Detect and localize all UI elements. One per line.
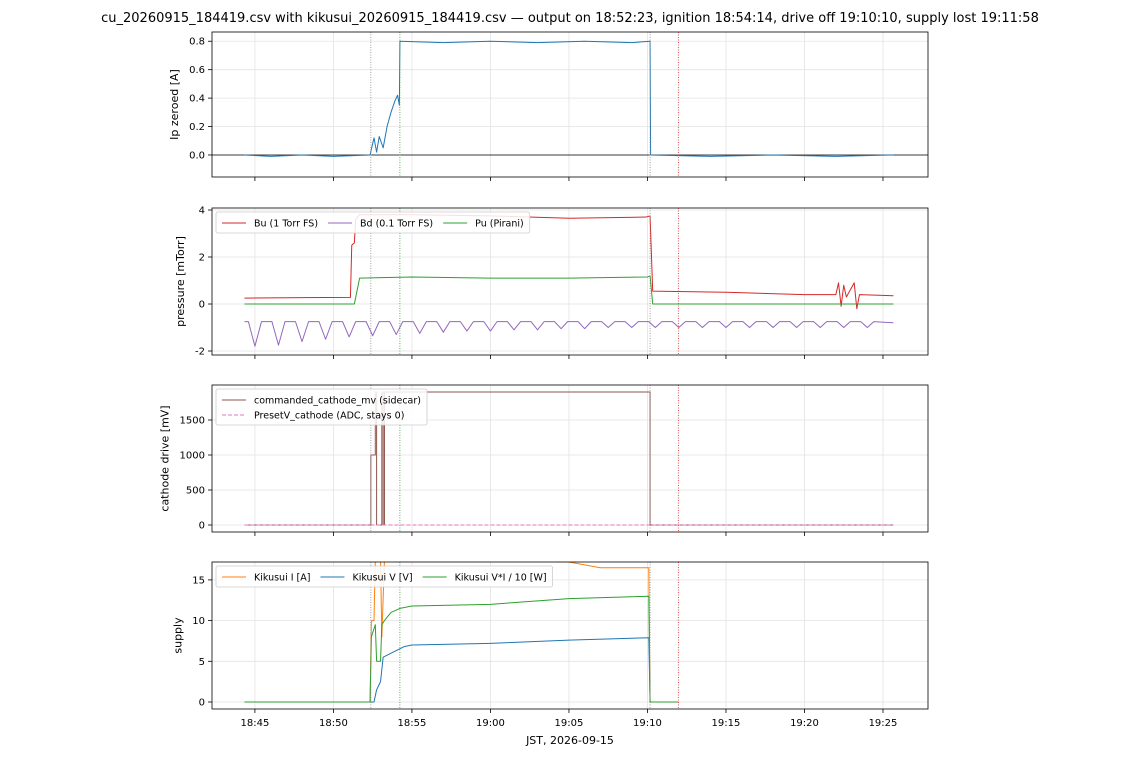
panel: 0.0 0.2 0.4 0.6 0.8 Ip zeroed [A]	[168, 31, 929, 181]
figure-title: cu_20260915_184419.csv with kikusui_2026…	[101, 11, 1039, 26]
plot-area	[244, 208, 894, 355]
y-tick-label: 0.8	[189, 37, 205, 48]
plot-area	[244, 385, 894, 532]
legend-label: Bu (1 Torr FS)	[254, 219, 318, 230]
series-line	[244, 214, 894, 310]
y-axis-label: pressure [mTorr]	[174, 236, 187, 327]
y-axis-label: cathode drive [mV]	[159, 405, 172, 511]
y-tick-label: 0.2	[189, 122, 205, 133]
legend-label: commanded_cathode_mv (sidecar)	[254, 396, 421, 407]
legend-label: Kikusui V*I / 10 [W]	[455, 573, 547, 584]
legend-label: PresetV_cathode (ADC, stays 0)	[254, 411, 404, 422]
series-line	[244, 562, 679, 703]
y-tick-label: 1000	[180, 451, 205, 462]
legend: Bu (1 Torr FS) Bd (0.1 Torr FS) Pu (Pirani…	[215, 211, 531, 234]
y-tick-label: 1500	[180, 416, 205, 427]
axes-frame	[211, 31, 929, 178]
panel: -2 0 2 4 pressure [mTorr] Bu (1 Torr FS) Bd (0…	[174, 205, 929, 359]
x-tick-label: 19:10	[633, 718, 662, 729]
legend-frame	[215, 211, 531, 234]
series-line	[244, 637, 679, 703]
axes-frame	[211, 207, 929, 356]
legend: Kikusui I [A] Kikusui V [V] Kikusui V*I / …	[215, 565, 553, 588]
x-tick-label: 19:20	[790, 718, 819, 729]
axes-frame	[211, 384, 929, 533]
y-tick-label: 0	[199, 521, 205, 532]
y-tick-label: -2	[195, 347, 205, 358]
plot-area	[244, 562, 679, 709]
series-line	[244, 321, 894, 347]
legend-label: Kikusui V [V]	[352, 573, 412, 584]
y-tick-label: 4	[199, 205, 205, 216]
panel: 18:45 18:50 18:55 19:00 19:05 19:10 19:15 19:20…	[171, 561, 929, 747]
plot-area	[212, 32, 928, 177]
y-axis-label: Ip zeroed [A]	[168, 69, 181, 140]
legend-frame	[215, 565, 553, 588]
x-axis-label: JST, 2026-09-15	[525, 734, 614, 747]
y-tick-label: 500	[186, 486, 205, 497]
legend: commanded_cathode_mv (sidecar) PresetV_ca…	[215, 388, 428, 426]
x-tick-label: 19:05	[555, 718, 584, 729]
legend-label: Bd (0.1 Torr FS)	[360, 219, 433, 230]
axes-frame	[211, 561, 929, 710]
y-tick-label: 0.0	[189, 150, 205, 161]
x-tick-label: 19:15	[712, 718, 741, 729]
legend-frame	[215, 388, 428, 426]
y-tick-label: 0	[199, 698, 205, 709]
y-tick-label: 0	[199, 300, 205, 311]
panel: 0 500 1000 1500 cathode drive [mV] commanded_…	[159, 384, 929, 536]
series-line	[244, 595, 679, 703]
legend-label: Kikusui I [A]	[254, 573, 310, 584]
x-tick-label: 18:50	[319, 718, 348, 729]
series-line	[244, 391, 894, 526]
y-tick-label: 10	[192, 616, 205, 627]
x-tick-label: 19:25	[869, 718, 898, 729]
y-tick-label: 0.6	[189, 65, 205, 76]
y-tick-label: 0.4	[189, 94, 205, 105]
series-line	[244, 275, 894, 305]
x-tick-label: 19:00	[476, 718, 505, 729]
y-tick-label: 2	[199, 253, 205, 264]
x-tick-label: 18:45	[241, 718, 270, 729]
x-tick-label: 18:55	[398, 718, 427, 729]
legend-label: Pu (Pirani)	[475, 219, 524, 230]
y-tick-label: 15	[192, 575, 205, 586]
y-axis-label: supply	[171, 617, 184, 654]
y-tick-label: 5	[199, 657, 205, 668]
